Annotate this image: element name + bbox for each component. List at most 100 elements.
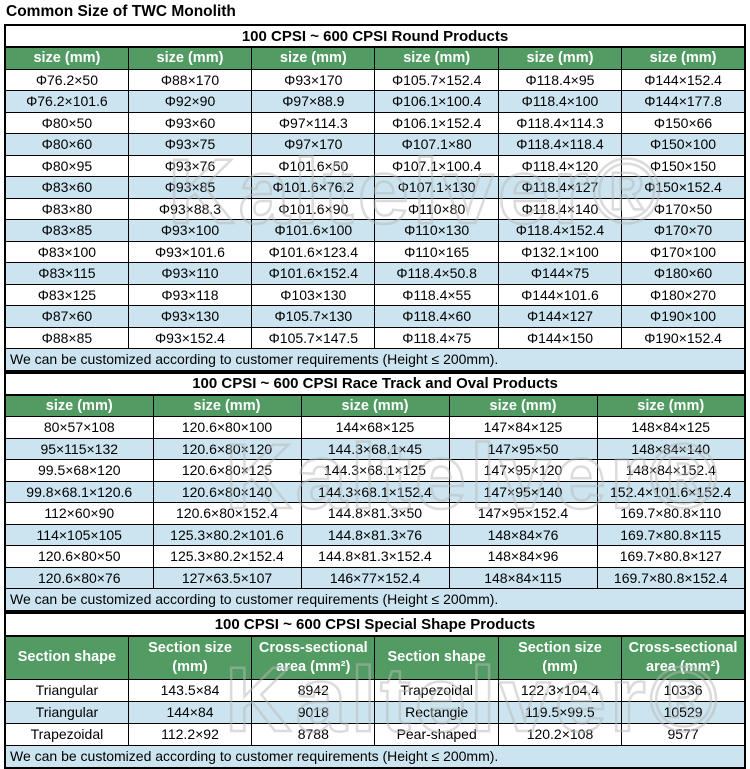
size-cell: 144×68×125 [300, 416, 450, 439]
note-text: We can be customized according to custom… [4, 744, 746, 768]
size-cell: Φ101.6×100 [251, 219, 376, 242]
size-cell: Φ93×118 [127, 283, 253, 306]
size-cell: Φ93×76 [127, 154, 253, 177]
table-row: Φ88×85 Φ93×152.4 Φ105.7×147.5 Φ118.4×75 Φ144… [4, 326, 746, 349]
size-cell: 148×84×125 [596, 416, 746, 439]
size-cell: 99.8×68.1×120.6 [4, 480, 154, 503]
note-text: We can be customized according to custom… [4, 588, 746, 611]
size-cell: Φ97×114.3 [251, 111, 376, 134]
size-cell: Φ80×95 [4, 154, 129, 177]
column-header: size (mm) [621, 46, 746, 70]
size-cell: Φ83×60 [4, 176, 129, 199]
size-cell: 147×95×140 [448, 480, 598, 503]
size-cell: 144.8×81.3×50 [300, 502, 450, 525]
table-row: 120.6×80×50 125.3×80.2×152.4 144.8×81.3×15… [4, 545, 746, 568]
size-cell: 152.4×101.6×152.4 [596, 480, 746, 503]
size-cell: Φ101.6×76.2 [251, 176, 376, 199]
size-cell: 80×57×108 [4, 416, 154, 439]
table-row: 112×60×90 120.6×80×152.4 144.8×81.3×50 147×… [4, 502, 746, 525]
size-cell: Φ83×125 [4, 283, 129, 306]
size-cell: 143.5×84 [127, 678, 253, 702]
section-title-row: 100 CPSI ~ 600 CPSI Round Products [4, 24, 746, 48]
size-cell: 144.3×68.1×45 [300, 437, 450, 460]
size-cell: 169.7×80.8×127 [596, 545, 746, 568]
page-title: Common Size of TWC Monolith [6, 3, 236, 20]
section-title: 100 CPSI ~ 600 CPSI Race Track and Oval … [4, 372, 746, 396]
size-cell: Φ107.1×80 [374, 133, 499, 156]
size-cell: Φ93×60 [127, 111, 253, 134]
table-row: 80×57×108 120.6×80×100 144×68×125 147×84×12… [4, 416, 746, 439]
size-cell: Φ150×150 [621, 154, 746, 177]
size-cell: Φ83×85 [4, 219, 129, 242]
column-header: size (mm) [251, 46, 376, 70]
column-header: Cross-sectional area (mm²) [251, 635, 376, 680]
column-header: size (mm) [596, 394, 746, 417]
size-cell: Φ101.6×50 [251, 154, 376, 177]
size-cell: Φ118.4×120 [497, 154, 623, 177]
table-row: Φ76.2×50 Φ88×170 Φ93×170 Φ105.7×152.4 Φ118.4… [4, 68, 746, 91]
size-cell: Φ118.4×118.4 [497, 133, 623, 156]
size-cell: 120.2×108 [497, 722, 623, 746]
size-cell: Φ144×150 [497, 326, 623, 349]
size-cell: 148×84×76 [448, 523, 598, 546]
size-cell: 8788 [251, 722, 376, 746]
table-row: 99.5×68×120 120.6×80×125 144.3×68.1×125 147… [4, 459, 746, 482]
table-row: Trapezoidal 112.2×92 8788 Pear-shaped 120.2×… [4, 722, 746, 746]
size-cell: Φ93×152.4 [127, 326, 253, 349]
size-cell: 120.6×80×50 [4, 545, 154, 568]
table-row: Φ80×50 Φ93×60 Φ97×114.3 Φ106.1×152.4 Φ118.4×… [4, 111, 746, 134]
header-row: size (mm) size (mm) size (mm) size (mm) size… [4, 46, 746, 70]
size-cell: 112.2×92 [127, 722, 253, 746]
size-cell: Φ93×85 [127, 176, 253, 199]
size-cell: Φ144×152.4 [621, 68, 746, 91]
size-cell: Φ101.6×90 [251, 197, 376, 220]
table-row: Triangular 144×84 9018 Rectangle 119.5×99.5 1… [4, 700, 746, 724]
column-header: Section shape [374, 635, 499, 680]
size-cell: Φ101.6×152.4 [251, 262, 376, 285]
note-row: We can be customized according to custom… [4, 588, 746, 611]
size-cell: 147×95×50 [448, 437, 598, 460]
size-cell: Trapezoidal [374, 678, 499, 702]
table-row: Φ80×60 Φ93×75 Φ97×170 Φ107.1×80 Φ118.4×118.4… [4, 133, 746, 156]
size-cell: Φ170×100 [621, 240, 746, 263]
size-cell: Φ88×85 [4, 326, 129, 349]
size-cell: 144.3×68.1×125 [300, 459, 450, 482]
size-cell: Φ101.6×123.4 [251, 240, 376, 263]
race-track-oval-products-table: 100 CPSI ~ 600 CPSI Race Track and Oval … [4, 371, 746, 612]
size-cell: Φ144×101.6 [497, 283, 623, 306]
size-cell: 147×95×152.4 [448, 502, 598, 525]
size-cell: 99.5×68×120 [4, 459, 154, 482]
size-cell: 144×84 [127, 700, 253, 724]
column-header: size (mm) [152, 394, 302, 417]
column-header: Cross-sectional area (mm²) [621, 635, 746, 680]
size-cell: Φ97×170 [251, 133, 376, 156]
table-row: 95×115×132 120.6×80×120 144.3×68.1×45 147×9… [4, 437, 746, 460]
table-row: Φ83×80 Φ93×88.3 Φ101.6×90 Φ110×80 Φ118.4×140… [4, 197, 746, 220]
size-cell: Φ118.4×152.4 [497, 219, 623, 242]
section-title-row: 100 CPSI ~ 600 CPSI Special Shape Produc… [4, 612, 746, 637]
size-cell: 148×84×140 [596, 437, 746, 460]
note-text: We can be customized according to custom… [4, 348, 746, 371]
header-row: Section shape Section size (mm) Cross-sect… [4, 635, 746, 680]
size-cell: 169.7×80.8×152.4 [596, 566, 746, 589]
size-cell: 147×84×125 [448, 416, 598, 439]
size-cell: 95×115×132 [4, 437, 154, 460]
size-cell: 119.5×99.5 [497, 700, 623, 724]
size-cell: Φ180×270 [621, 283, 746, 306]
size-cell: Φ150×66 [621, 111, 746, 134]
size-cell: Φ144×127 [497, 305, 623, 328]
size-cell: 120.6×80×120 [152, 437, 302, 460]
size-cell: 144.8×81.3×76 [300, 523, 450, 546]
size-cell: 148×84×152.4 [596, 459, 746, 482]
size-cell: Trapezoidal [4, 722, 129, 746]
size-cell: 148×84×115 [448, 566, 598, 589]
size-cell: Φ83×100 [4, 240, 129, 263]
size-cell: Φ170×50 [621, 197, 746, 220]
size-cell: 144.3×68.1×152.4 [300, 480, 450, 503]
size-cell: 169.7×80.8×115 [596, 523, 746, 546]
size-cell: Φ190×100 [621, 305, 746, 328]
column-header: size (mm) [127, 46, 253, 70]
size-cell: Φ76.2×50 [4, 68, 129, 91]
size-cell: Φ105.7×130 [251, 305, 376, 328]
